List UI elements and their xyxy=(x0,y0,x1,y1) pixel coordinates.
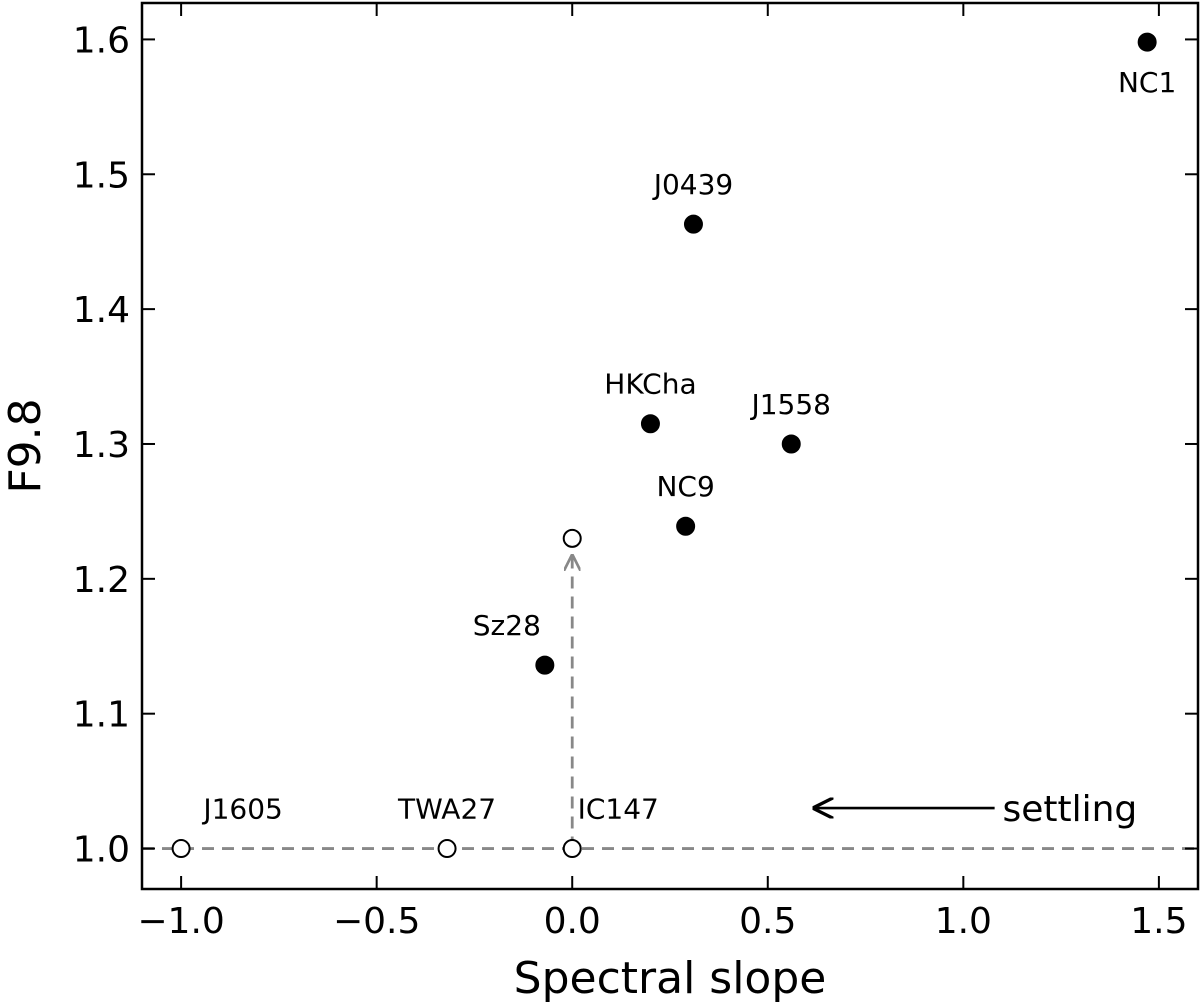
x-axis-label: Spectral slope xyxy=(514,953,827,1004)
data-point-filled xyxy=(535,655,555,675)
point-label: NC1 xyxy=(1118,66,1176,99)
point-label: NC9 xyxy=(656,470,714,503)
data-point-open xyxy=(171,839,191,859)
x-tick-label: 1.5 xyxy=(1130,901,1187,942)
y-tick-label: 1.2 xyxy=(73,560,130,601)
data-point-filled xyxy=(683,214,703,234)
data-point-open xyxy=(562,528,582,548)
y-tick-label: 1.1 xyxy=(73,695,130,736)
data-point-filled xyxy=(1137,32,1157,52)
points-layer: NC1 J0439 HKCha J1558 NC9 Sz28 J1605 TWA27 IC147 xyxy=(171,32,1176,859)
y-tick-label: 1.3 xyxy=(73,425,130,466)
data-point-open xyxy=(437,839,457,859)
x-tick-label: 0.5 xyxy=(739,901,796,942)
y-tick-label: 1.4 xyxy=(73,290,130,331)
x-tick-label: −0.5 xyxy=(333,901,420,942)
point-label: Sz28 xyxy=(473,609,541,642)
data-point-open xyxy=(562,839,582,859)
y-axis-label: F9.8 xyxy=(0,398,51,493)
data-point-filled xyxy=(781,434,801,454)
plot-frame xyxy=(140,1,1200,891)
y-tick-label: 1.5 xyxy=(73,155,130,196)
x-tick-label: −1.0 xyxy=(137,901,224,942)
y-tick-label: 1.6 xyxy=(73,20,130,61)
point-label: HKCha xyxy=(604,368,696,401)
axes-layer: −1.0 −0.5 0.0 0.5 1.0 1.5 1.0 1.1 1.2 1.3 1.4 1.5 1.… xyxy=(73,3,1198,942)
x-tick-label: 1.0 xyxy=(935,901,992,942)
point-label: J0439 xyxy=(652,168,734,201)
settling-label: settling xyxy=(1002,789,1137,830)
y-tick-label: 1.0 xyxy=(73,830,130,871)
point-label: IC147 xyxy=(578,793,659,826)
point-label: J1605 xyxy=(201,793,283,826)
annotations-layer: settling xyxy=(142,556,1198,850)
point-label: J1558 xyxy=(749,388,831,421)
data-point-filled xyxy=(640,414,660,434)
data-point-filled xyxy=(676,516,696,536)
x-tick-label: 0.0 xyxy=(544,901,601,942)
point-label: TWA27 xyxy=(397,793,496,826)
